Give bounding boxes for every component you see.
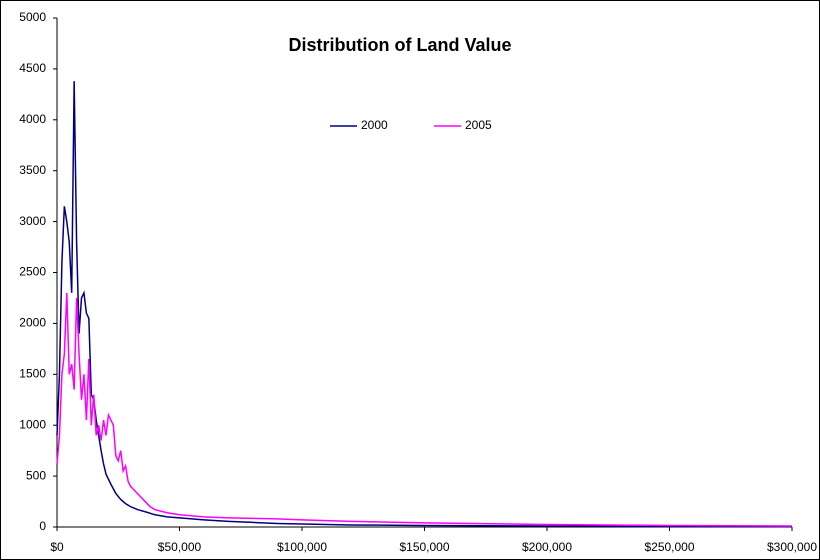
x-tick-label: $250,000 bbox=[644, 540, 694, 554]
x-tick-label: $200,000 bbox=[522, 540, 572, 554]
y-tick-label: 2500 bbox=[19, 265, 46, 279]
y-tick-label: 1500 bbox=[19, 366, 46, 380]
data-line bbox=[56, 81, 793, 528]
y-tick-label: 5000 bbox=[19, 10, 46, 24]
x-tick-label: $0 bbox=[50, 540, 64, 554]
y-tick-label: 3000 bbox=[19, 214, 46, 228]
legend-label: 2000 bbox=[361, 118, 388, 132]
y-tick-label: 4500 bbox=[19, 61, 46, 75]
y-tick-label: 4000 bbox=[19, 112, 46, 126]
y-tick-label: 1000 bbox=[19, 417, 46, 431]
y-tick-label: 3500 bbox=[19, 163, 46, 177]
x-tick-label: $50,000 bbox=[158, 540, 202, 554]
x-tick-label: $300,000 bbox=[767, 540, 817, 554]
x-tick-label: $100,000 bbox=[277, 540, 327, 554]
chart-title: Distribution of Land Value bbox=[288, 35, 511, 55]
y-tick-label: 500 bbox=[26, 468, 46, 482]
y-tick-label: 0 bbox=[39, 519, 46, 533]
legend-label: 2005 bbox=[465, 118, 492, 132]
data-line bbox=[56, 292, 793, 527]
x-tick-label: $150,000 bbox=[399, 540, 449, 554]
y-tick-label: 2000 bbox=[19, 316, 46, 330]
